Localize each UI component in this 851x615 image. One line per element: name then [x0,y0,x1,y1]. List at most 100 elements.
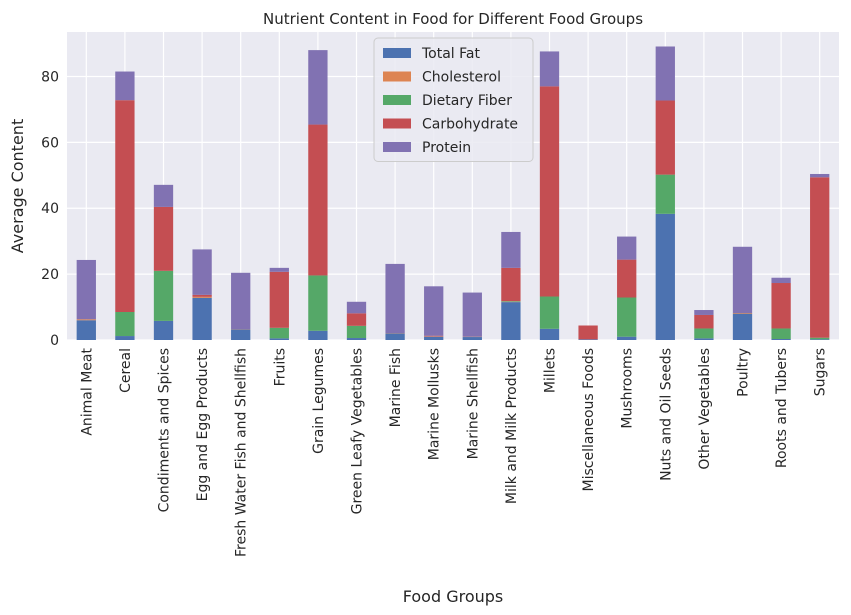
x-tick-label: Fresh Water Fish and Shellfish [234,348,250,557]
bar-segment: Mushrooms - Total Fat: 1 [617,336,637,340]
bar-segment: Fruits - Total Fat: 0.5 [269,338,289,340]
bar-segment: Sugars - Carbohydrate: 48.7 [810,177,830,338]
x-tick-label: Poultry [736,348,752,397]
y-tick-label: 60 [41,135,59,151]
legend-box [373,37,534,162]
bar-segment: Cereal - Dietary Fiber: 7.3 [115,312,135,337]
bar-segment: Cereal - Carbohydrate: 64.3 [115,100,135,312]
y-tick-label: 0 [50,333,59,349]
legend-label: Total Fat [421,46,480,62]
bar-segment: Condiments and Spices - Total Fat: 5.8 [153,320,174,340]
legend-label: Protein [422,140,471,156]
bar-segment: Fresh Water Fish and Shellfish - Total F… [231,329,251,340]
x-tick-label: Millets [543,348,559,393]
bar-segment: Poultry - Protein: 20.1 [732,246,753,313]
bar-segment: Cereal - Total Fat: 1.2 [115,336,135,340]
y-tick-label: 20 [41,267,59,283]
x-tick-label: Marine Shellfish [465,348,481,459]
x-tick-label: Cereal [118,348,134,393]
bar-segment: Sugars - Protein: 1 [810,173,830,178]
x-tick-label: Other Vegetables [697,348,713,470]
x-tick-label: Mushrooms [620,348,636,429]
bar-segment: Green Leafy Vegetables - Dietary Fiber: … [346,325,367,339]
bar-segment: Condiments and Spices - Carbohydrate: 19… [153,206,174,271]
bar-segment: Millets - Protein: 10.6 [539,51,560,87]
bar-segment: Milk and Milk Products - Total Fat: 11.5 [501,302,521,340]
bar-segment: Grain Legumes - Total Fat: 2.8 [308,330,328,340]
bar-segment: Roots and Tubers - Dietary Fiber: 3.2 [771,328,791,340]
bar-segment: Nuts and Oil Seeds - Total Fat: 38.3 [655,213,675,340]
bar-segment: Milk and Milk Products - Dietary Fiber: … [501,301,521,302]
bar-segment: Sugars - Total Fat: 0.2 [810,339,830,340]
bar-segment: Milk and Milk Products - Carbohydrate: 1… [501,267,521,302]
legend: Total Fat Cholesterol Dietary Fiber Carbohy… [373,37,534,162]
bar-segment: Marine Mollusks - Carbohydrate: 0.2 [424,335,444,337]
bar-segment: Roots and Tubers - Protein: 1.6 [771,277,791,284]
bar-segment: Other Vegetables - Carbohydrate: 4.1 [694,314,714,329]
chart-title: Nutrient Content in Food for Different F… [263,10,643,28]
x-tick-label: Milk and Milk Products [504,348,520,504]
y-axis-label: Average Content [8,119,27,253]
bar-segment: Mushrooms - Dietary Fiber: 11.9 [617,297,637,337]
bar-segment: Animal Meat - Total Fat: 6 [76,320,96,340]
bar-segment: Animal Meat - Cholesterol: 0.3 [76,319,96,321]
legend-swatch [383,71,411,82]
bar-segment: Green Leafy Vegetables - Total Fat: 0.6 [346,338,367,340]
x-tick-label: Marine Fish [388,348,404,427]
bar-segment: Milk and Milk Products - Protein: 10.9 [501,231,521,268]
bar-segment: Millets - Total Fat: 3.4 [539,328,560,340]
legend-swatch [383,95,411,105]
bar-segment: Mushrooms - Protein: 7 [617,236,637,260]
bar-segment: Sugars - Dietary Fiber: 0.5 [810,337,830,340]
bar-segment: Marine Fish - Protein: 21 [385,263,405,334]
x-tick-label: Green Leafy Vegetables [350,348,366,514]
bar-segment: Nuts and Oil Seeds - Dietary Fiber: 11.9 [655,174,675,214]
bar-segment: Other Vegetables - Total Fat: 0.5 [694,338,714,340]
x-tick-label: Miscellaneous Foods [581,348,597,491]
bar-segment: Other Vegetables - Protein: 1.5 [694,310,714,315]
bar-segment: Fruits - Protein: 1.2 [269,267,289,272]
legend-swatch [383,48,411,58]
bar-segment: Marine Fish - Total Fat: 2 [385,333,405,340]
bar-segment: Egg and Egg Products - Carbohydrate: 0.6 [192,294,212,297]
bar-segment: Green Leafy Vegetables - Carbohydrate: 3… [346,313,367,326]
legend-label: Cholesterol [422,70,501,86]
bar-segment: Fruits - Carbohydrate: 17 [269,271,289,328]
bar-segment: Egg and Egg Products - Cholesterol: 0.3 [192,296,212,298]
bar-segment: Egg and Egg Products - Total Fat: 12.8 [192,297,212,340]
bar-segment: Green Leafy Vegetables - Protein: 3.5 [346,301,367,314]
bar-segment: Mushrooms - Carbohydrate: 11.5 [617,259,637,298]
bar-segment: Condiments and Spices - Protein: 6.7 [153,184,174,207]
bar-segment: Roots and Tubers - Total Fat: 0.3 [771,339,791,340]
bar-segment: Nuts and Oil Seeds - Carbohydrate: 22.5 [655,100,675,175]
legend-label: Carbohydrate [422,117,518,133]
bar-segment: Miscellaneous Foods - Total Fat: 0.2 [578,339,598,340]
bar-segment: Fruits - Dietary Fiber: 3.2 [269,327,289,339]
bar-segment: Egg and Egg Products - Protein: 13.8 [192,249,212,295]
x-tick-label: Condiments and Spices [157,348,173,512]
bar-segment: Marine Mollusks - Total Fat: 1 [424,336,444,340]
x-tick-label: Sugars [813,348,829,396]
bar-segment: Miscellaneous Foods - Carbohydrate: 4.2 [578,325,598,340]
y-tick-label: 80 [41,69,59,85]
bar-segment: Marine Shellfish - Protein: 13.4 [462,292,482,337]
x-tick-label: Nuts and Oil Seeds [658,348,674,481]
bars: Animal Meat - Total Fat: 6Animal Meat - … [76,46,830,340]
x-ticks: Animal Meat Cereal Condiments and Spices Eg… [79,348,828,558]
bar-segment: Grain Legumes - Dietary Fiber: 16.8 [308,275,328,331]
x-tick-label: Fruits [272,348,288,386]
bar-segment: Marine Shellfish - Total Fat: 0.9 [462,337,482,340]
x-axis-label: Food Groups [403,587,504,606]
bar-segment: Grain Legumes - Carbohydrate: 45.8 [308,124,328,276]
bar-segment: Marine Mollusks - Protein: 15 [424,286,444,336]
bar-segment: Cereal - Protein: 8.7 [115,71,135,101]
bar-segment: Roots and Tubers - Carbohydrate: 13.8 [771,283,791,329]
x-tick-label: Marine Mollusks [427,348,443,460]
x-tick-label: Animal Meat [79,348,95,436]
x-tick-label: Roots and Tubers [774,348,790,468]
bar-segment: Other Vegetables - Dietary Fiber: 3 [694,328,714,339]
y-ticks: 0 20 40 60 80 [41,69,59,349]
legend-label: Dietary Fiber [422,93,512,109]
bar-segment: Poultry - Cholesterol: 0.2 [732,312,753,314]
